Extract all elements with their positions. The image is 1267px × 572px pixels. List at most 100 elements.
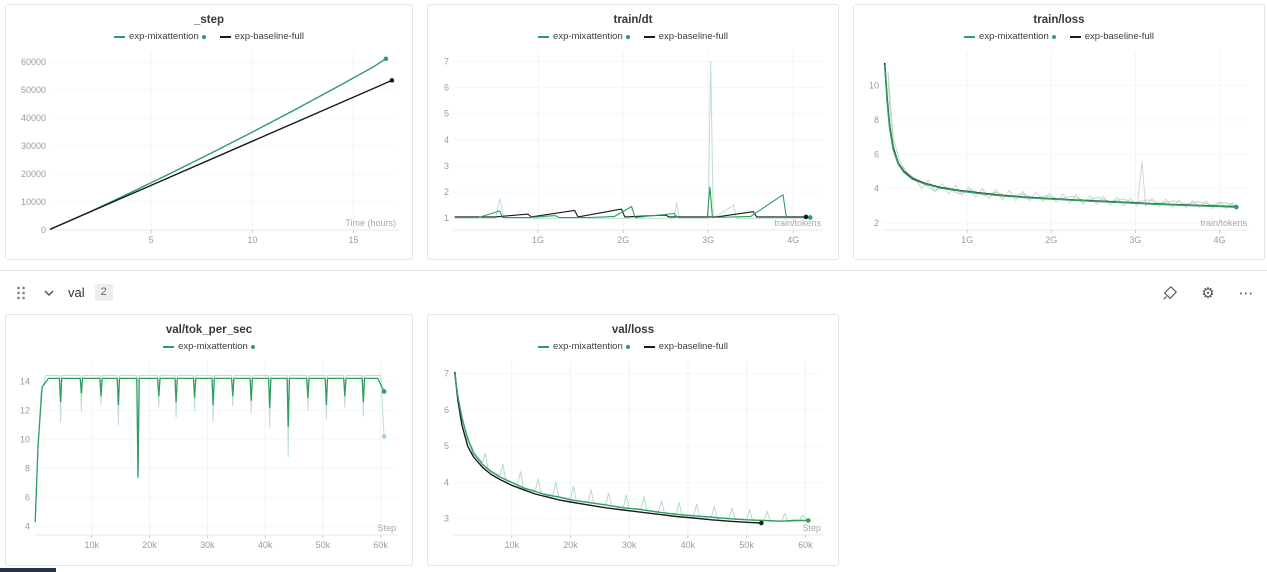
panel-train-dt[interactable]: train/dt exp-mixattention exp-baseline-fu… — [427, 4, 839, 260]
section-count-badge: 2 — [94, 284, 113, 301]
svg-text:train/tokens: train/tokens — [1200, 218, 1247, 228]
svg-text:4G: 4G — [787, 235, 799, 245]
svg-text:14: 14 — [20, 376, 30, 386]
legend-line-swatch — [643, 345, 655, 348]
svg-text:5: 5 — [149, 235, 154, 245]
chart-plot-area[interactable]: 1G 2G 3G 4G 2 4 6 8 10 train/tokens — [859, 45, 1259, 250]
chart-plot-area[interactable]: 5 10 15 0 10000 20000 30000 40000 50000 60000 Time… — [10, 45, 408, 250]
legend-label: exp-mixattention — [553, 341, 623, 352]
svg-text:10k: 10k — [504, 540, 519, 550]
legend-label: exp-mixattention — [129, 31, 199, 42]
legend-line-swatch — [538, 345, 550, 348]
legend-item[interactable]: exp-mixattention — [538, 341, 630, 352]
legend-item[interactable]: exp-mixattention — [538, 31, 630, 42]
legend-line-swatch — [964, 35, 976, 38]
chart-legend: exp-mixattention exp-baseline-full — [538, 340, 728, 353]
legend-line-swatch — [114, 35, 126, 38]
svg-text:4: 4 — [444, 135, 449, 145]
chart-title: val/loss — [611, 324, 655, 336]
legend-label: exp-mixattention — [178, 341, 248, 352]
svg-text:2: 2 — [874, 218, 879, 228]
svg-text:60000: 60000 — [21, 57, 46, 67]
svg-text:6: 6 — [444, 405, 449, 415]
svg-text:4: 4 — [25, 521, 30, 531]
chart-legend: exp-mixattention exp-baseline-full — [538, 30, 728, 43]
legend-label: exp-baseline-full — [1084, 31, 1154, 42]
svg-text:10k: 10k — [85, 540, 100, 550]
legend-item[interactable]: exp-baseline-full — [1069, 31, 1154, 42]
gear-icon[interactable]: ⚙ — [1201, 283, 1215, 302]
legend-run-dot — [201, 34, 206, 39]
chart-plot-area[interactable]: 10k 20k 30k 40k 50k 60k 4 6 8 10 12 14 Step — [10, 355, 408, 555]
legend-item[interactable]: exp-baseline-full — [643, 341, 728, 352]
svg-text:train/tokens: train/tokens — [774, 218, 821, 228]
legend-line-swatch — [538, 35, 550, 38]
chart-legend: exp-mixattention exp-baseline-full — [114, 30, 304, 43]
svg-text:50k: 50k — [739, 540, 754, 550]
svg-text:50000: 50000 — [21, 85, 46, 95]
svg-text:4G: 4G — [1214, 235, 1226, 245]
svg-text:30k: 30k — [622, 540, 637, 550]
legend-label: exp-mixattention — [553, 31, 623, 42]
svg-text:4: 4 — [874, 184, 879, 194]
svg-text:60k: 60k — [798, 540, 813, 550]
chart-plot-area[interactable]: 1G 2G 3G 4G 1 2 3 4 5 6 7 train/tokens — [433, 45, 833, 250]
svg-text:8: 8 — [874, 115, 879, 125]
svg-text:40k: 40k — [681, 540, 696, 550]
svg-text:20k: 20k — [563, 540, 578, 550]
svg-text:1: 1 — [444, 213, 449, 223]
svg-text:Step: Step — [802, 523, 821, 533]
chevron-down-icon[interactable] — [40, 284, 58, 302]
svg-text:30000: 30000 — [21, 141, 46, 151]
ellipsis-menu-icon[interactable]: ⋯ — [1238, 283, 1254, 302]
legend-run-dot — [625, 34, 630, 39]
pin-icon[interactable] — [1161, 284, 1179, 302]
svg-text:3G: 3G — [702, 235, 714, 245]
svg-text:12: 12 — [20, 405, 30, 415]
scrollbar-thumb[interactable] — [0, 568, 56, 572]
section-title[interactable]: val — [68, 285, 85, 300]
legend-line-swatch — [643, 35, 655, 38]
legend-line-swatch — [1069, 35, 1081, 38]
chart-legend: exp-mixattention exp-baseline-full — [964, 30, 1154, 43]
svg-text:8: 8 — [25, 463, 30, 473]
legend-label: exp-mixattention — [979, 31, 1049, 42]
panel-val-loss[interactable]: val/loss exp-mixattention exp-baseline-fu… — [427, 314, 839, 566]
svg-text:7: 7 — [444, 56, 449, 66]
legend-run-dot — [250, 344, 255, 349]
panel-step[interactable]: _step exp-mixattention exp-baseline-full … — [5, 4, 413, 260]
svg-text:20000: 20000 — [21, 169, 46, 179]
svg-text:Step: Step — [377, 523, 396, 533]
svg-text:3G: 3G — [1129, 235, 1141, 245]
svg-text:10: 10 — [247, 235, 257, 245]
chart-title: _step — [193, 14, 225, 26]
svg-text:1G: 1G — [961, 235, 973, 245]
svg-text:5: 5 — [444, 109, 449, 119]
chart-title: train/loss — [1033, 14, 1085, 26]
legend-item[interactable]: exp-baseline-full — [643, 31, 728, 42]
legend-line-swatch — [163, 345, 175, 348]
svg-text:0: 0 — [41, 225, 46, 235]
legend-line-swatch — [219, 35, 231, 38]
panel-val-tok-per-sec[interactable]: val/tok_per_sec exp-mixattention 10k 20k 3… — [5, 314, 413, 566]
svg-text:6: 6 — [874, 149, 879, 159]
legend-item[interactable]: exp-mixattention — [114, 31, 206, 42]
svg-text:40000: 40000 — [21, 113, 46, 123]
chart-legend: exp-mixattention — [163, 340, 255, 353]
svg-text:10000: 10000 — [21, 197, 46, 207]
legend-label: exp-baseline-full — [234, 31, 304, 42]
panel-train-loss[interactable]: train/loss exp-mixattention exp-baseline-… — [853, 4, 1265, 260]
drag-handle-icon[interactable] — [12, 284, 30, 302]
legend-item[interactable]: exp-mixattention — [964, 31, 1056, 42]
legend-item[interactable]: exp-mixattention — [163, 341, 255, 352]
svg-text:6: 6 — [444, 83, 449, 93]
chart-plot-area[interactable]: 10k 20k 30k 40k 50k 60k 3 4 5 6 7 Step — [433, 355, 833, 555]
section-bar-val: val 2 ⚙ ⋯ — [0, 270, 1267, 314]
legend-label: exp-baseline-full — [658, 341, 728, 352]
legend-item[interactable]: exp-baseline-full — [219, 31, 304, 42]
svg-text:2G: 2G — [617, 235, 629, 245]
svg-text:3: 3 — [444, 514, 449, 524]
svg-text:1G: 1G — [532, 235, 544, 245]
svg-text:30k: 30k — [200, 540, 215, 550]
svg-text:40k: 40k — [258, 540, 273, 550]
